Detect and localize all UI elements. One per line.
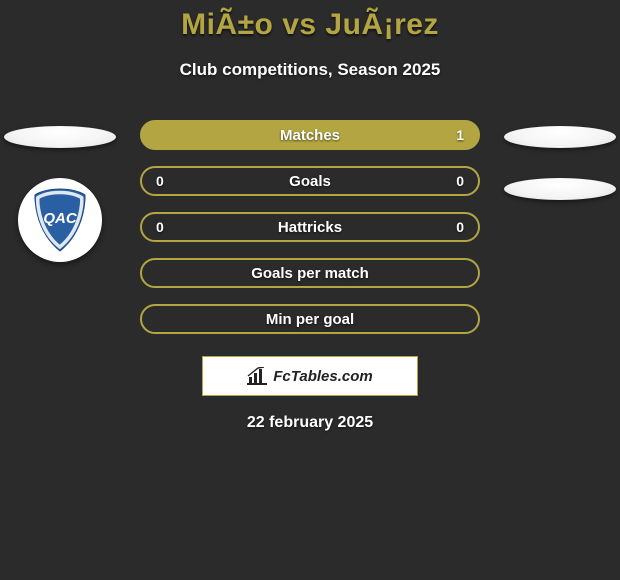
team-logo-left: QAC (18, 178, 102, 262)
stat-row: Matches1 (140, 120, 480, 150)
stat-label: Min per goal (142, 311, 478, 328)
page-subtitle: Club competitions, Season 2025 (0, 60, 620, 80)
stat-label: Matches (142, 127, 478, 144)
stat-value-right: 1 (448, 127, 464, 143)
date-text: 22 february 2025 (0, 414, 620, 432)
branding-text: FcTables.com (273, 368, 372, 385)
stat-value-right: 0 (448, 219, 464, 235)
team-logo-text: QAC (43, 210, 78, 227)
page-title: MiÃ±o vs JuÃ¡rez (0, 8, 620, 42)
stat-row: Min per goal (140, 304, 480, 334)
stat-row: Goals per match (140, 258, 480, 288)
widget-root: MiÃ±o vs JuÃ¡rez Club competitions, Seas… (0, 0, 620, 580)
bar-chart-icon (247, 367, 267, 385)
stat-value-right: 0 (448, 173, 464, 189)
branding-box[interactable]: FcTables.com (202, 356, 418, 396)
player-photo-right-1 (504, 126, 616, 148)
stat-value-left: 0 (156, 173, 172, 189)
stat-row: 0Goals0 (140, 166, 480, 196)
stat-label: Goals per match (142, 265, 478, 282)
stat-label: Goals (142, 173, 478, 190)
stat-label: Hattricks (142, 219, 478, 236)
stat-value-left: 0 (156, 219, 172, 235)
player-photo-right-2 (504, 178, 616, 200)
player-photo-left-1 (4, 126, 116, 148)
stat-row: 0Hattricks0 (140, 212, 480, 242)
quilmes-shield-icon: QAC (25, 185, 95, 255)
